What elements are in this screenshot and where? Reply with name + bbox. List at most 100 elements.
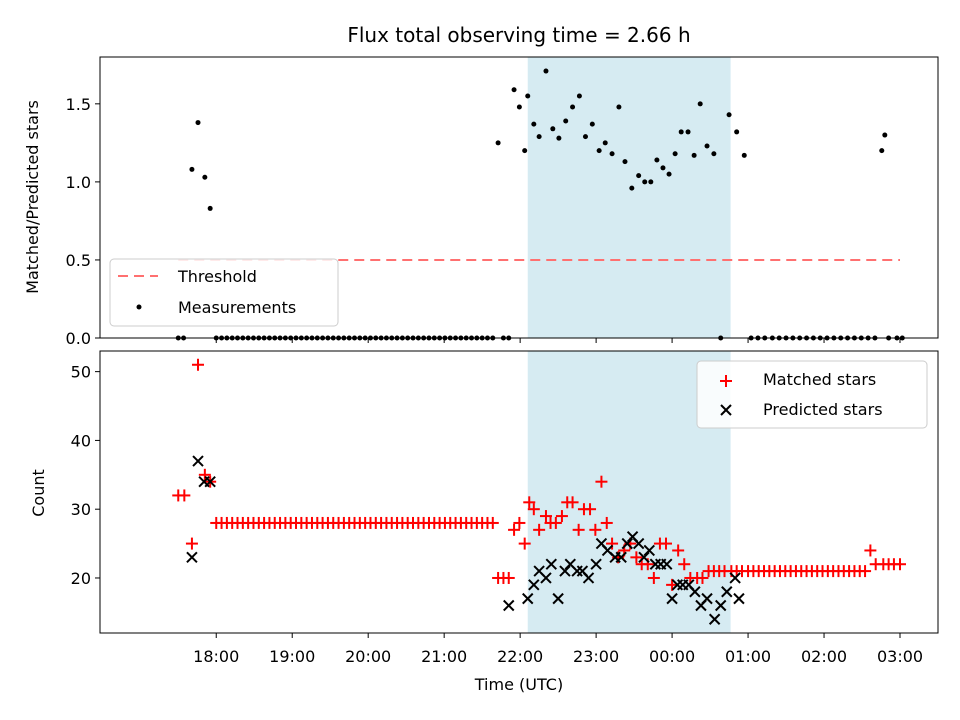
counts-legend: Matched stars Predicted stars (696, 360, 928, 429)
x-tick-label: 01:00 (725, 647, 771, 666)
ratio-y-axis-label: Matched/Predicted stars (23, 100, 42, 294)
matched-star-marker (660, 537, 673, 550)
ratio-y-ticks: 0.0 0.5 1.0 1.5 (66, 95, 100, 348)
measurement-point (563, 118, 569, 124)
counts-panel: 20 30 40 50 18:00 19:00 20:00 21:00 22:00 23:00 0… (29, 350, 939, 694)
measurement-point (642, 179, 648, 185)
matched-star-marker (595, 475, 608, 488)
observing-window-shade (527, 57, 731, 338)
predicted-star-marker (522, 592, 534, 605)
measurement-point (570, 104, 576, 110)
measurement-point (556, 135, 562, 141)
ratio-legend: Threshold Measurements (109, 258, 339, 327)
predicted-star-marker (729, 572, 741, 584)
counts-x-ticks: 18:00 19:00 20:00 21:00 22:00 23:00 00:00 01:00… (193, 633, 923, 666)
predicted-star-marker (638, 551, 650, 564)
matched-star-marker (513, 516, 526, 529)
x-axis-label: Time (UTC) (474, 675, 563, 694)
counts-y-ticks: 20 30 40 50 (71, 363, 100, 588)
measurement-point (654, 157, 660, 163)
matched-star-marker (527, 503, 540, 516)
matched-star-marker (533, 523, 546, 536)
counts-y-tick-label: 50 (71, 363, 91, 382)
matched-star-marker (549, 516, 562, 529)
predicted-star-marker (615, 551, 627, 564)
matched-star-marker (584, 503, 597, 516)
matched-star-marker (486, 516, 499, 529)
matched-star-marker (696, 571, 709, 584)
ratio-y-tick-label: 0.5 (66, 251, 91, 270)
legend-measurements-swatch (136, 304, 142, 310)
x-tick-label: 02:00 (801, 647, 847, 666)
counts-markers (172, 358, 907, 625)
x-tick-label: 21:00 (421, 647, 467, 666)
legend-measurements-label: Measurements (178, 298, 296, 317)
matched-star-marker (518, 537, 531, 550)
measurement-point (596, 148, 602, 154)
measurement-point (582, 134, 588, 140)
legend-matched-swatch (720, 375, 732, 387)
predicted-star-marker (643, 544, 656, 557)
x-tick-label: 23:00 (573, 647, 619, 666)
predicted-star-marker (701, 592, 713, 605)
matched-star-marker (185, 537, 198, 550)
ratio-y-tick-label: 1.5 (66, 95, 91, 114)
predicted-star-marker (540, 572, 552, 584)
legend-predicted-label: Predicted stars (763, 400, 883, 419)
measurement-point (531, 121, 537, 127)
counts-y-axis-label: Count (29, 469, 48, 517)
matched-star-marker (600, 516, 613, 529)
measurement-point (741, 152, 747, 158)
measurement-point (207, 205, 213, 211)
measurement-point (666, 171, 672, 177)
measurement-point (685, 129, 691, 135)
matched-star-marker (508, 523, 521, 536)
ratio-panel-frame (99, 56, 939, 339)
counts-y-tick-label: 30 (71, 500, 91, 519)
measurement-point (609, 151, 615, 157)
predicted-star-marker (590, 558, 602, 570)
predicted-star-marker (666, 592, 678, 605)
measurement-point (189, 166, 195, 172)
measurement-point (602, 140, 608, 146)
predicted-star-marker (715, 599, 727, 612)
predicted-star-marker (582, 572, 595, 584)
measurement-point (202, 174, 208, 180)
measurement-point (550, 126, 556, 132)
x-tick-label: 18:00 (193, 647, 239, 666)
matched-star-marker (864, 544, 877, 557)
measurement-point (495, 140, 501, 146)
predicted-star-marker (621, 537, 633, 550)
measurement-point (648, 179, 654, 185)
counts-y-tick-label: 40 (71, 431, 91, 450)
predicted-star-marker (632, 537, 645, 550)
counts-y-tick-label: 20 (71, 569, 91, 588)
predicted-star-marker (552, 592, 564, 605)
matched-star-marker (589, 523, 602, 536)
x-tick-label: 20:00 (345, 647, 391, 666)
matched-star-marker (630, 551, 643, 564)
measurement-point (697, 101, 703, 107)
matched-star-marker (523, 496, 536, 509)
x-tick-label: 03:00 (877, 647, 923, 666)
predicted-star-marker (204, 475, 216, 488)
matched-star-marker (859, 565, 872, 578)
measurement-point (589, 121, 595, 127)
chart-title: Flux total observing time = 2.66 h (347, 23, 690, 47)
measurement-point (636, 173, 642, 179)
measurement-point (672, 151, 678, 157)
measurement-point (511, 87, 517, 93)
x-tick-label: 00:00 (649, 647, 695, 666)
measurement-point (660, 165, 666, 171)
matched-star-marker (555, 510, 568, 523)
measurement-point (711, 151, 717, 157)
ratio-x-ticks (215, 338, 901, 343)
legend-matched-label: Matched stars (763, 370, 876, 389)
ratio-legend-box (109, 258, 339, 327)
counts-panel-frame (99, 350, 939, 634)
matched-star-marker (678, 558, 691, 571)
measurement-point (536, 134, 542, 140)
measurement-point (622, 159, 628, 165)
matched-star-marker (502, 571, 515, 584)
measurement-point (734, 129, 740, 135)
